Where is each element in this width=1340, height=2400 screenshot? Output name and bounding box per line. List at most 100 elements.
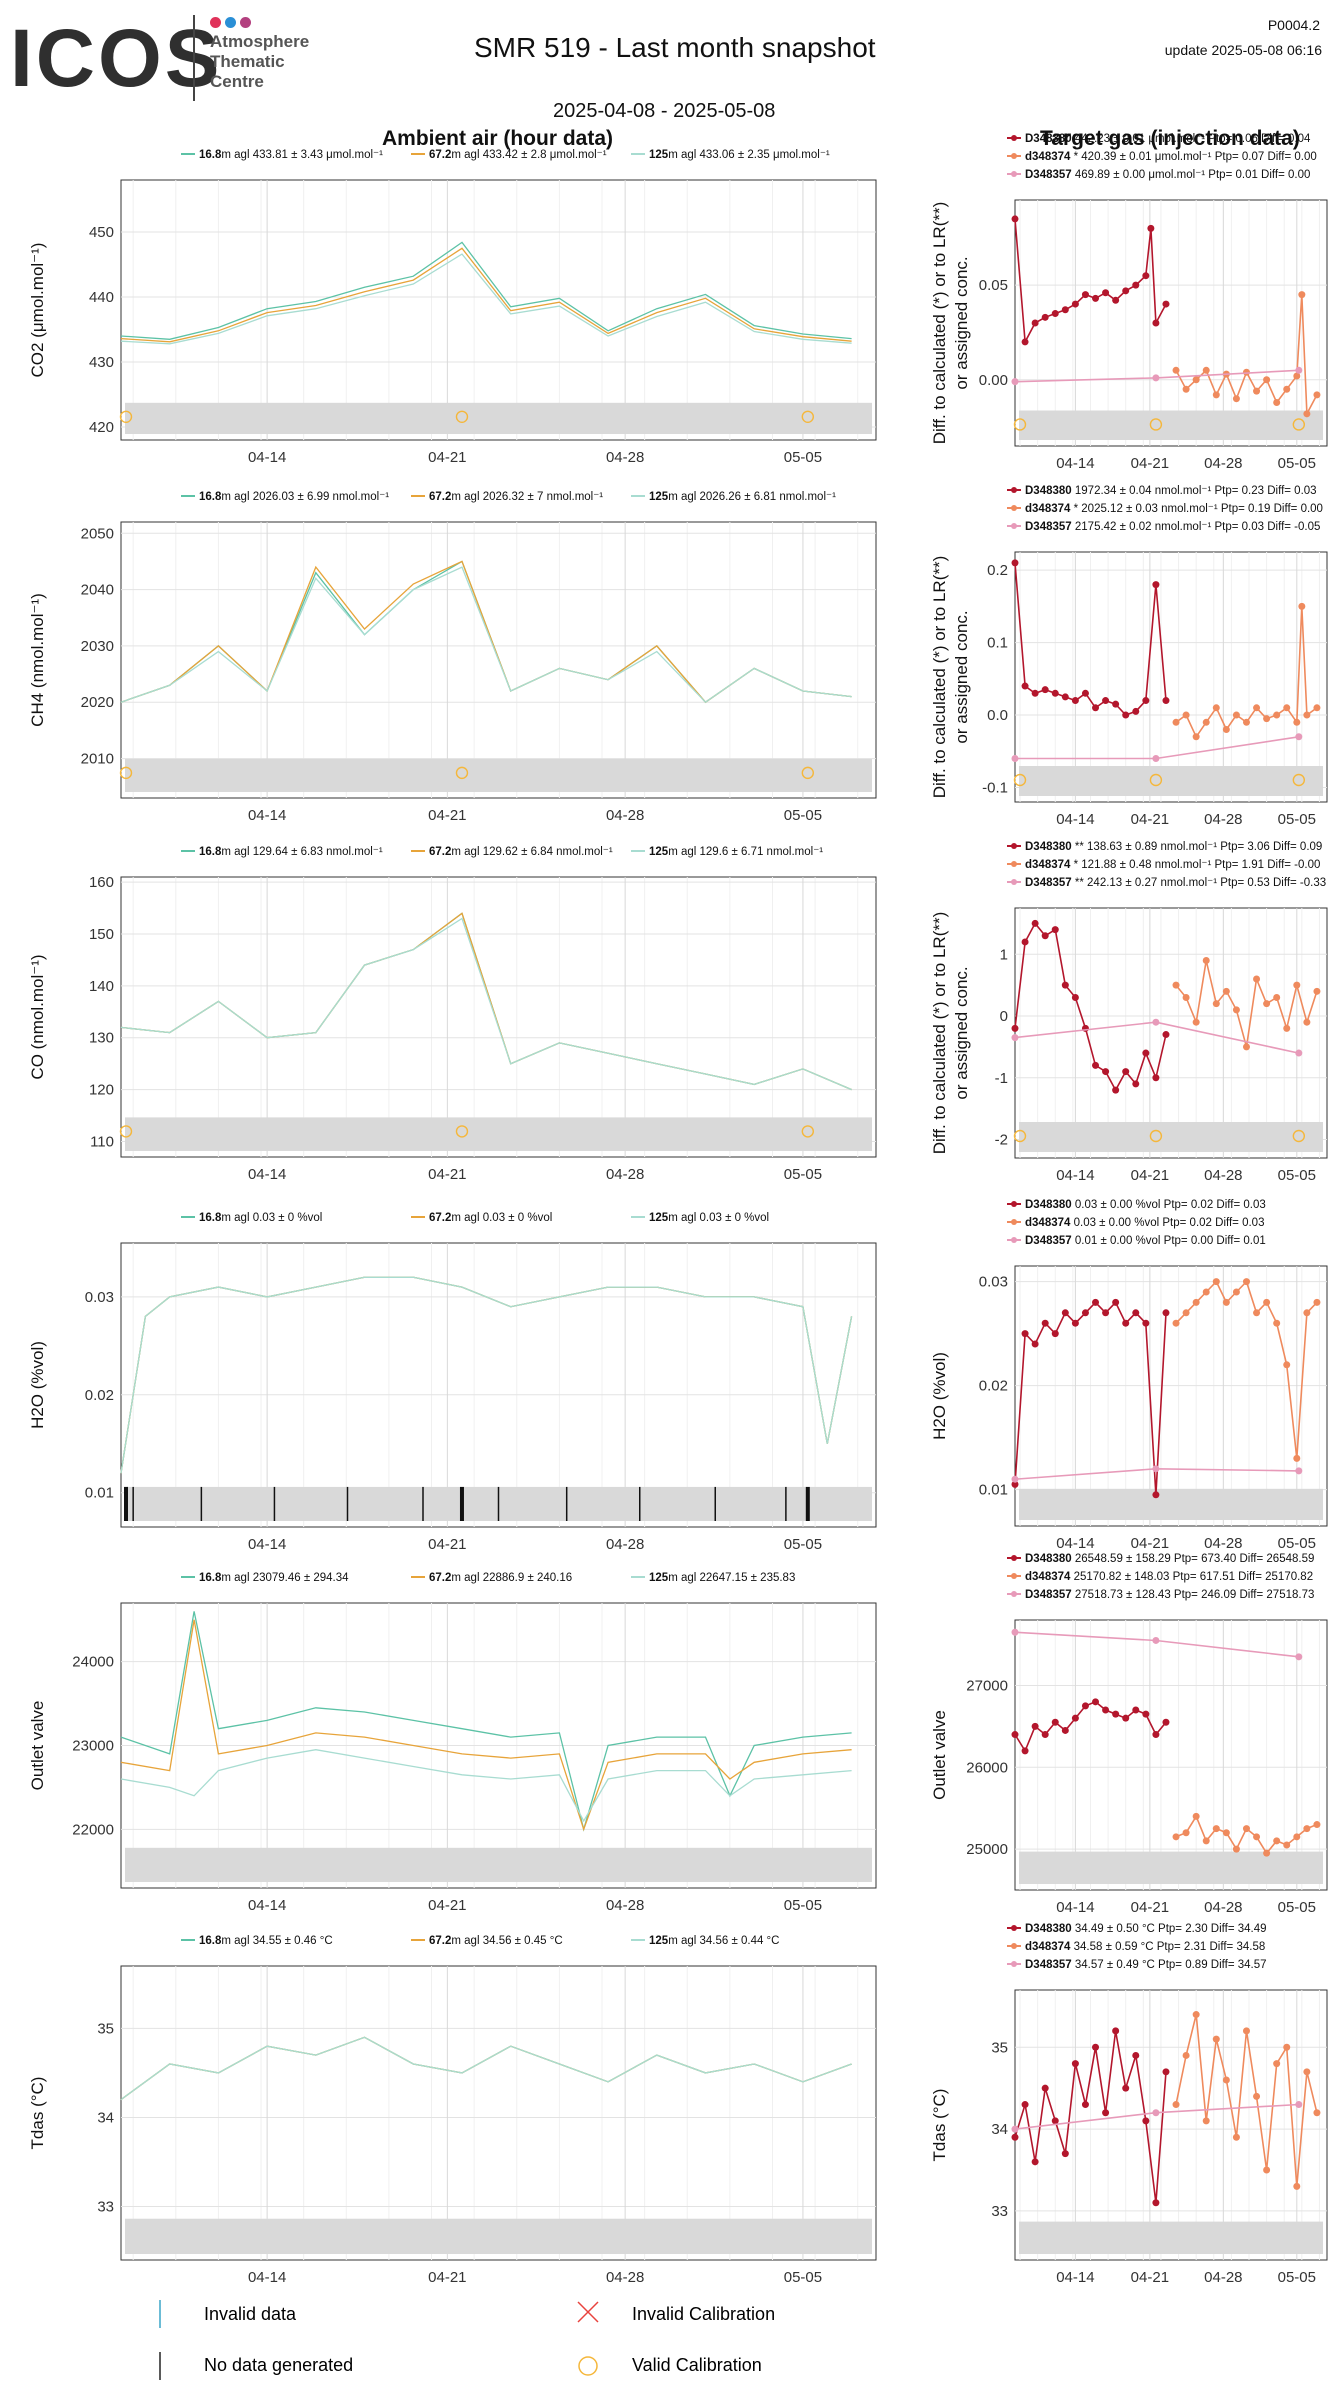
data-point — [1041, 686, 1049, 694]
series-line — [120, 566, 852, 704]
x-tick-label: 04-21 — [1131, 1535, 1169, 1552]
x-tick-label: 04-14 — [1056, 811, 1094, 828]
y-axis-label: H2O (%vol) — [930, 1352, 949, 1440]
x-tick-label: 04-14 — [1056, 455, 1094, 472]
x-tick-label: 04-28 — [1204, 1899, 1242, 1916]
data-point — [1061, 306, 1069, 314]
x-tick-label: 04-21 — [1131, 1899, 1169, 1916]
legend-stats: m agl 22647.15 ± 235.83 — [668, 1572, 795, 1584]
x-tick-label: 05-05 — [784, 449, 822, 466]
x-tick-label: 05-05 — [1278, 1167, 1316, 1184]
data-point — [1092, 2043, 1100, 2051]
product-code: P0004.2 — [1267, 17, 1320, 33]
calibration-band — [125, 1117, 872, 1151]
legend-entry: D348357 34.57 ± 0.49 °C Ptp= 0.89 Diff= … — [1025, 1959, 1267, 1971]
valid-calibration-mark — [1292, 1129, 1306, 1143]
data-point — [1011, 1480, 1019, 1488]
valid-calibration-mark — [455, 410, 469, 423]
x-tick-label: 04-14 — [248, 449, 286, 466]
legend-cylinder: D348380 — [1025, 1553, 1072, 1565]
data-point — [1061, 2150, 1069, 2158]
x-tick-label: 05-05 — [1278, 455, 1316, 472]
legend-stats: 27518.73 ± 128.43 Ptp= 246.09 Diff= 2751… — [1072, 1589, 1315, 1601]
data-point — [1283, 1024, 1291, 1032]
data-point — [1313, 1821, 1321, 1829]
data-point — [1222, 1298, 1230, 1306]
y-tick-label: 34 — [97, 2109, 114, 2126]
data-point — [1102, 1309, 1110, 1317]
legend-stats: 2175.42 ± 0.02 nmol.mol⁻¹ Ptp= 0.03 Diff… — [1072, 521, 1321, 533]
legend-stats: 25170.82 ± 148.03 Ptp= 617.51 Diff= 2517… — [1070, 1571, 1313, 1583]
x-tick-label: 04-21 — [428, 1166, 466, 1183]
x-tick-label: 05-05 — [784, 2269, 822, 2286]
plot-frame — [120, 1242, 877, 1528]
x-tick-label: 04-28 — [606, 1536, 644, 1553]
data-point — [1212, 1825, 1220, 1833]
data-point — [1132, 1706, 1140, 1714]
legend-stats: m agl 2026.32 ± 7 nmol.mol⁻¹ — [451, 491, 603, 503]
data-point — [1162, 1718, 1170, 1726]
data-point — [1295, 1049, 1303, 1057]
data-point — [1253, 704, 1261, 712]
legend-stats: 0.03 ± 0.00 %vol Ptp= 0.02 Diff= 0.03 — [1070, 1217, 1264, 1229]
data-point — [1202, 718, 1210, 726]
data-point — [1263, 1298, 1271, 1306]
plot-frame — [1014, 1619, 1328, 1891]
chart-legend: 16.8m agl 34.55 ± 0.46 °C 67.2m agl 34.56… — [181, 1935, 779, 1947]
data-point — [1303, 711, 1311, 719]
data-point — [1313, 704, 1321, 712]
chart-legend: D348380 26548.59 ± 158.29 Ptp= 673.40 Di… — [1007, 1553, 1314, 1601]
chart-ch4-target: -0.1 0.0 0.1 0.2 04-14 04-21 04-28 05-05 Diff. t… — [930, 485, 1328, 828]
data-point — [1011, 2125, 1019, 2133]
data-point — [1152, 1074, 1160, 1082]
data-point — [1232, 1006, 1240, 1014]
data-point — [1298, 291, 1306, 299]
data-point — [1011, 2133, 1019, 2141]
data-point — [1031, 319, 1039, 327]
x-tick-label: 04-28 — [1204, 811, 1242, 828]
legend-swatch-dot — [1011, 135, 1017, 141]
data-point — [1303, 2068, 1311, 2076]
data-point — [1142, 1710, 1150, 1718]
data-point — [1112, 700, 1120, 708]
plot-frame — [120, 1965, 877, 2261]
data-point — [1011, 1628, 1019, 1636]
legend-entry: d348374 34.58 ± 0.59 °C Ptp= 2.31 Diff= … — [1025, 1941, 1265, 1953]
legend-entry: d348374 0.03 ± 0.00 %vol Ptp= 0.02 Diff=… — [1025, 1217, 1264, 1229]
chart-legend: 16.8m agl 129.64 ± 6.83 nmol.mol⁻¹ 67.2m … — [181, 846, 823, 858]
data-point — [1051, 310, 1059, 318]
x-tick-label: 04-14 — [248, 2269, 286, 2286]
data-point — [1273, 711, 1281, 719]
legend-entry: D348357 ** 242.13 ± 0.27 nmol.mol⁻¹ Ptp=… — [1025, 877, 1326, 889]
invalid-cal-mark — [577, 2301, 599, 2323]
x-tick-label: 05-05 — [784, 1166, 822, 1183]
series-line — [120, 917, 852, 1091]
legend-height: 16.8 — [199, 1935, 222, 1947]
legend-height: 67.2 — [429, 1212, 451, 1224]
y-tick-label: 23000 — [72, 1738, 114, 1755]
invalid-cal-label: Invalid Calibration — [632, 2304, 775, 2324]
legend-stats: m agl 2026.26 ± 6.81 nmol.mol⁻¹ — [668, 491, 836, 503]
legend-height: 67.2 — [429, 1572, 451, 1584]
y-tick-label: 0 — [1000, 1008, 1008, 1025]
data-point — [1142, 1049, 1150, 1057]
data-point — [1232, 711, 1240, 719]
y-axis-label: Outlet valve — [930, 1710, 949, 1800]
legend-stats: * 121.88 ± 0.48 nmol.mol⁻¹ Ptp= 1.91 Dif… — [1070, 859, 1320, 871]
data-point — [1152, 2199, 1160, 2207]
y-axis-label: or assigned conc. — [952, 966, 971, 1099]
valid-cal-label: Valid Calibration — [632, 2355, 762, 2375]
data-point — [1011, 1731, 1019, 1739]
legend-stats: m agl 433.06 ± 2.35 μmol.mol⁻¹ — [668, 149, 830, 161]
valid-calibration-mark — [119, 410, 133, 423]
y-tick-label: 160 — [89, 874, 114, 891]
data-point — [1263, 715, 1271, 723]
x-tick-label: 05-05 — [1278, 1899, 1316, 1916]
data-point — [1283, 1361, 1291, 1369]
y-tick-label: 2030 — [81, 638, 114, 655]
legend-entry: d348374 * 121.88 ± 0.48 nmol.mol⁻¹ Ptp= … — [1025, 859, 1320, 871]
legend-height: 125 — [649, 491, 669, 503]
series-line — [120, 2036, 852, 2101]
legend-entry: D348357 0.01 ± 0.00 %vol Ptp= 0.00 Diff=… — [1025, 1235, 1266, 1247]
data-point — [1253, 1833, 1261, 1841]
